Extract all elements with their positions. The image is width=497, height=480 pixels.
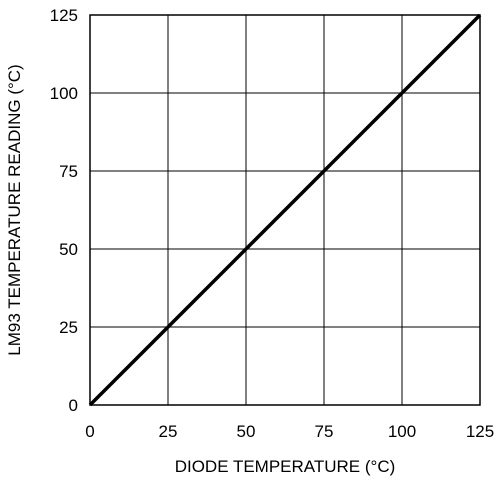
x-tick-label: 100: [388, 422, 416, 441]
y-tick-label: 100: [50, 84, 78, 103]
x-axis-title: DIODE TEMPERATURE (°C): [175, 457, 396, 476]
x-tick-label: 50: [237, 422, 256, 441]
x-tick-label: 75: [315, 422, 334, 441]
y-axis-title: LM93 TEMPERATURE READING (°C): [5, 64, 24, 355]
y-tick-label: 75: [59, 162, 78, 181]
x-tick-label: 125: [466, 422, 494, 441]
y-tick-label: 25: [59, 318, 78, 337]
grid-lines: [90, 15, 480, 405]
x-tick-label: 25: [159, 422, 178, 441]
x-tick-labels: 0 25 50 75 100 125: [85, 422, 494, 441]
series-layer: [88, 13, 482, 407]
y-tick-label: 0: [69, 396, 78, 415]
y-tick-labels: 0 25 50 75 100 125: [50, 6, 78, 415]
series-line: [88, 13, 482, 407]
y-tick-label: 125: [50, 6, 78, 25]
plot-frame: [89, 14, 481, 406]
x-tick-label: 0: [85, 422, 94, 441]
y-tick-label: 50: [59, 240, 78, 259]
